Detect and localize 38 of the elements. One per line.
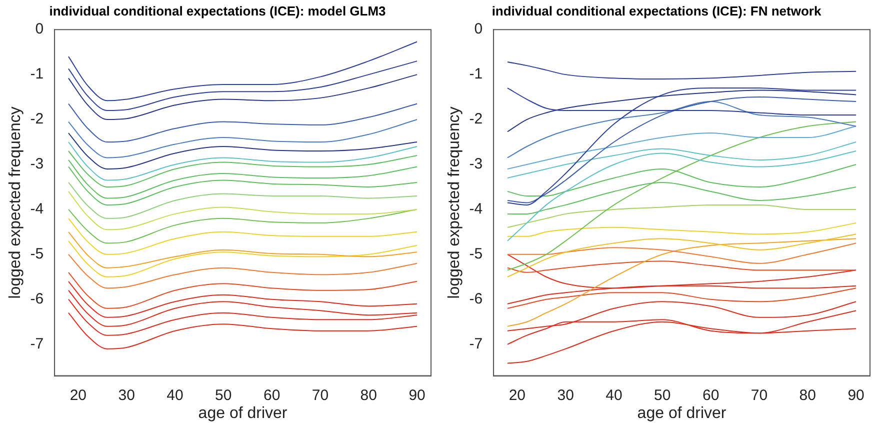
y-tick-label: -5 bbox=[469, 246, 483, 263]
x-tick-label: 90 bbox=[848, 386, 864, 404]
x-tick-label: 60 bbox=[702, 386, 720, 404]
x-tick-label: 30 bbox=[557, 386, 574, 404]
x-tick-label: 80 bbox=[360, 386, 377, 404]
y-tick-label: -2 bbox=[30, 110, 44, 128]
x-tick-label: 70 bbox=[312, 386, 329, 404]
y-tick-label: -6 bbox=[30, 290, 44, 308]
y-tick-label: -3 bbox=[469, 156, 483, 173]
y-tick-label: -4 bbox=[30, 200, 44, 218]
x-tick-label: 20 bbox=[508, 386, 526, 404]
x-tick-label: 50 bbox=[215, 386, 232, 404]
x-tick-label: 50 bbox=[654, 386, 671, 404]
x-tick-label: 60 bbox=[263, 386, 280, 404]
chart-title: individual conditional expectations (ICE): FN network bbox=[492, 3, 822, 18]
y-tick-label: -6 bbox=[469, 290, 483, 308]
chart-title: individual conditional expectations (ICE): model GLM3 bbox=[49, 3, 386, 18]
x-axis-title: age of driver bbox=[198, 404, 288, 422]
y-tick-label: -7 bbox=[469, 335, 483, 352]
y-tick-label: -4 bbox=[469, 200, 483, 218]
y-axis-title: logged expected frequency bbox=[7, 106, 24, 299]
y-tick-label: -7 bbox=[30, 335, 44, 352]
y-tick-label: 0 bbox=[474, 20, 483, 38]
y-tick-label: -2 bbox=[469, 110, 483, 128]
x-tick-label: 40 bbox=[166, 386, 184, 404]
y-tick-label: -1 bbox=[469, 66, 483, 83]
x-tick-label: 20 bbox=[70, 386, 87, 404]
x-tick-label: 30 bbox=[118, 386, 135, 404]
x-tick-label: 90 bbox=[408, 386, 426, 404]
y-tick-label: -3 bbox=[30, 156, 44, 173]
y-axis-title: logged expected frequency bbox=[446, 106, 464, 299]
x-tick-label: 70 bbox=[750, 386, 768, 404]
y-tick-label: -5 bbox=[30, 246, 44, 263]
x-axis-title: age of driver bbox=[637, 404, 727, 422]
x-tick-label: 40 bbox=[606, 386, 622, 404]
y-tick-label: -1 bbox=[30, 66, 44, 83]
y-tick-label: 0 bbox=[35, 20, 44, 38]
x-tick-label: 80 bbox=[799, 386, 816, 404]
